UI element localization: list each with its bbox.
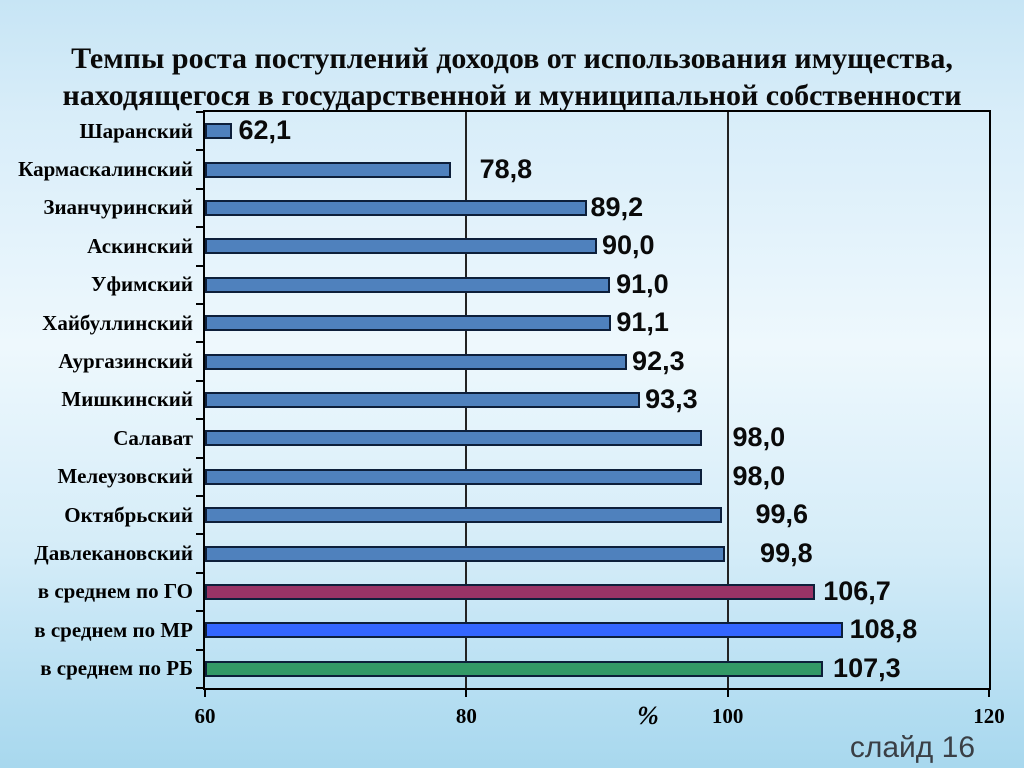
gridline bbox=[726, 112, 729, 688]
bar bbox=[205, 238, 597, 255]
x-tick-label: 60 bbox=[194, 704, 216, 728]
category-label: Хайбуллинский bbox=[42, 310, 193, 335]
value-label: 92,3 bbox=[632, 345, 685, 376]
chart-title-line-2: находящегося в государственной и муницип… bbox=[62, 79, 962, 112]
chart-title: Темпы роста поступлений доходов от испол… bbox=[12, 40, 1012, 114]
bar bbox=[205, 353, 628, 370]
x-axis-unit-label: % bbox=[637, 701, 659, 730]
x-axis-tick bbox=[204, 690, 206, 697]
x-axis-tick bbox=[465, 690, 468, 697]
category-axis-tick bbox=[196, 149, 203, 152]
value-label: 99,8 bbox=[760, 537, 813, 568]
value-label: 91,1 bbox=[616, 307, 669, 338]
category-axis-tick bbox=[196, 571, 203, 574]
bar bbox=[205, 660, 824, 677]
category-axis-tick bbox=[196, 341, 203, 344]
value-label: 107,3 bbox=[833, 652, 901, 683]
category-label: Октябрьский bbox=[64, 502, 193, 527]
category-axis-tick bbox=[196, 303, 203, 305]
bar bbox=[205, 584, 816, 600]
category-label: Кармаскалинский bbox=[18, 157, 193, 182]
bar bbox=[205, 545, 726, 562]
category-axis-tick bbox=[196, 456, 203, 459]
bar bbox=[205, 468, 702, 485]
value-label: 89,2 bbox=[590, 191, 644, 222]
bar bbox=[205, 123, 233, 140]
category-axis-tick bbox=[196, 648, 203, 651]
category-label: Аургазинский bbox=[58, 349, 193, 374]
category-axis-tick bbox=[196, 226, 203, 229]
bar bbox=[205, 200, 587, 216]
category-label: Шаранский bbox=[79, 118, 193, 143]
bar bbox=[205, 622, 843, 639]
x-tick-label: 80 bbox=[455, 704, 477, 728]
category-axis-tick bbox=[196, 111, 203, 113]
chart-title-line-1: Темпы роста поступлений доходов от испол… bbox=[71, 42, 953, 75]
bar bbox=[205, 392, 641, 408]
category-axis-tick bbox=[196, 264, 203, 267]
category-label: в среднем по ГО bbox=[37, 579, 193, 604]
category-axis-tick bbox=[196, 187, 203, 190]
value-label: 99,6 bbox=[755, 499, 808, 530]
category-axis-tick bbox=[196, 610, 203, 613]
x-axis-tick bbox=[726, 690, 729, 697]
x-tick-label: 100 bbox=[711, 704, 744, 728]
category-label: Мишкинский bbox=[61, 387, 193, 412]
category-label: Давлекановский bbox=[34, 541, 193, 566]
category-axis-tick bbox=[196, 687, 203, 689]
category-axis-tick bbox=[196, 533, 203, 536]
bar bbox=[205, 161, 451, 178]
value-label: 62,1 bbox=[238, 115, 291, 146]
value-label: 78,8 bbox=[479, 153, 533, 184]
value-label: 98,0 bbox=[732, 460, 786, 491]
value-label: 98,0 bbox=[732, 422, 786, 453]
slide-number: слайд 16 bbox=[849, 731, 975, 764]
category-label: в среднем по РБ bbox=[40, 656, 193, 681]
x-axis-tick bbox=[988, 690, 990, 697]
category-label: Салават bbox=[113, 425, 193, 450]
bar bbox=[205, 430, 702, 447]
value-label: 106,7 bbox=[823, 575, 891, 606]
value-label: 90,0 bbox=[602, 230, 655, 261]
category-axis-tick bbox=[196, 379, 203, 382]
value-label: 91,0 bbox=[616, 268, 669, 299]
category-label: Мелеузовский bbox=[57, 464, 193, 489]
bar bbox=[205, 276, 611, 293]
category-label: Зианчуринский bbox=[43, 195, 193, 220]
value-label: 108,8 bbox=[849, 614, 918, 645]
plot-border bbox=[203, 110, 991, 690]
bar bbox=[205, 507, 723, 524]
category-label: Уфимский bbox=[91, 272, 193, 297]
category-label: Аскинский bbox=[87, 233, 193, 258]
category-label: в среднем по МР bbox=[34, 617, 193, 642]
category-axis-tick bbox=[196, 495, 203, 497]
value-label: 93,3 bbox=[645, 383, 698, 414]
bar bbox=[205, 315, 612, 332]
x-tick-label: 120 bbox=[973, 704, 1005, 728]
category-axis-tick bbox=[196, 418, 203, 421]
